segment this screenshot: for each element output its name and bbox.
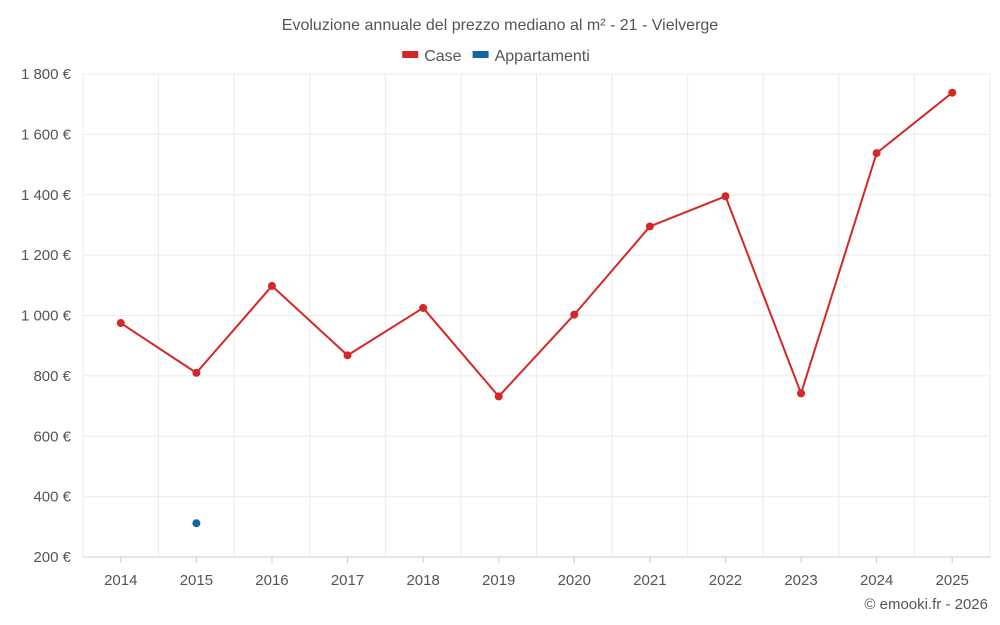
x-tick-label: 2016 [255, 572, 288, 589]
axes: 200 € 400 € 600 € 800 € 1 000 € 1 200 € 1 400 … [21, 66, 969, 589]
x-tick-label: 2019 [482, 572, 515, 589]
legend-swatch-appartamenti [472, 51, 489, 58]
x-tick-label: 2025 [936, 572, 969, 589]
y-tick-label: 200 € [33, 549, 71, 566]
data-point-case [267, 281, 276, 290]
legend: Case Appartamenti [402, 48, 590, 65]
data-point-case [872, 149, 881, 158]
y-tick-label: 800 € [33, 368, 71, 385]
x-tick-label: 2021 [633, 572, 666, 589]
chart-title: Evoluzione annuale del prezzo mediano al… [282, 17, 719, 34]
x-tick-label: 2018 [406, 572, 439, 589]
y-tick-label: 600 € [33, 428, 71, 445]
data-point-case [645, 222, 654, 231]
y-tick-label: 1 200 € [21, 247, 72, 264]
x-tick-label: 2022 [709, 572, 742, 589]
legend-label-appartamenti: Appartamenti [495, 48, 590, 65]
x-tick-label: 2024 [860, 572, 893, 589]
series [116, 88, 957, 528]
data-point-case [116, 319, 125, 328]
data-point-case [419, 303, 428, 312]
x-tick-label: 2017 [331, 572, 364, 589]
y-tick-label: 400 € [33, 489, 71, 506]
x-tick-label: 2014 [104, 572, 137, 589]
y-tick-label: 1 000 € [21, 308, 72, 325]
series-line-case [120, 91, 953, 398]
data-point-case [570, 310, 579, 319]
data-point-appartamenti [192, 519, 201, 528]
data-point-case [192, 368, 201, 377]
x-tick-label: 2023 [784, 572, 817, 589]
data-point-case [494, 392, 503, 401]
y-tick-label: 1 800 € [21, 66, 72, 83]
y-tick-label: 1 400 € [21, 187, 72, 204]
data-point-case [721, 192, 730, 201]
x-tick-label: 2015 [180, 572, 213, 589]
data-point-case [948, 88, 957, 97]
legend-label-case: Case [424, 48, 461, 65]
grid [82, 73, 991, 558]
legend-swatch-case [402, 51, 419, 58]
data-point-case [343, 351, 352, 360]
y-tick-label: 1 600 € [21, 126, 72, 143]
data-point-case [797, 389, 806, 398]
chart-credit: © emooki.fr - 2026 [864, 596, 988, 613]
x-tick-label: 2020 [558, 572, 591, 589]
